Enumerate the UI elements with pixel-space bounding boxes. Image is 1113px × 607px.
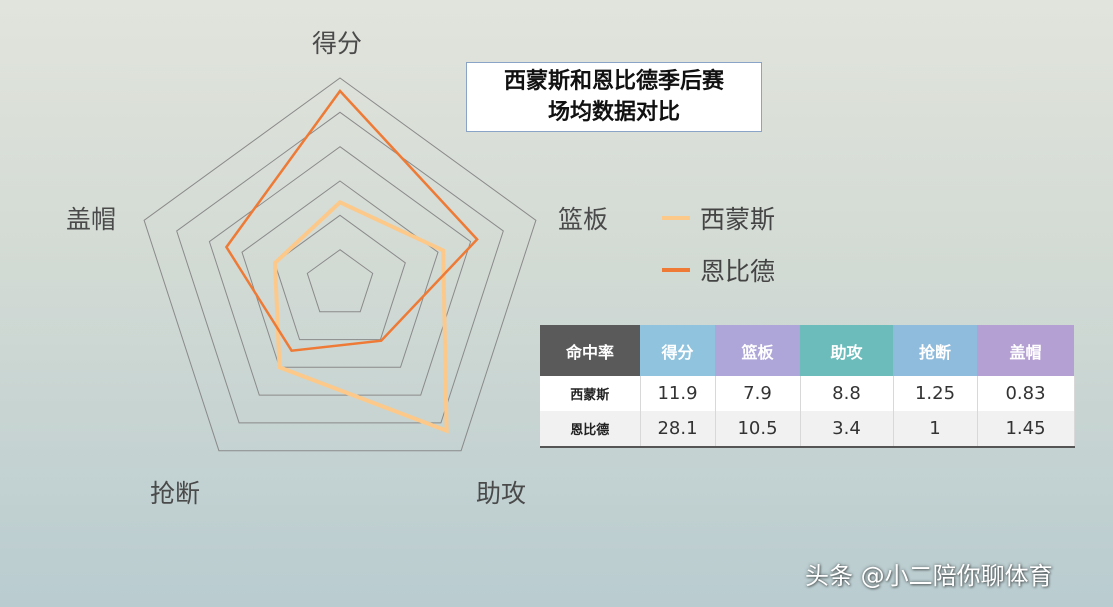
chart-title-line-2: 场均数据对比 — [547, 99, 680, 125]
radar-series-embiid — [224, 89, 479, 353]
radar-grid-ring — [306, 249, 374, 313]
table-cell: 3.4 — [800, 411, 894, 448]
table-header-rebounds: 篮板 — [715, 325, 800, 376]
legend-swatch-simmons — [662, 216, 690, 220]
table-header-steals: 抢断 — [893, 325, 977, 376]
radar-grid-ring — [176, 111, 504, 424]
table-cell: 0.83 — [977, 376, 1075, 411]
legend-label-simmons: 西蒙斯 — [700, 205, 776, 234]
watermark: 头条 @小二陪你聊体育 — [805, 562, 1053, 590]
table-corner-header: 命中率 — [540, 325, 640, 376]
axis-label-rebounds: 篮板 — [558, 205, 609, 234]
radar-grid-ring — [208, 146, 472, 396]
table-cell: 8.8 — [800, 376, 894, 411]
table-cell: 1 — [893, 411, 978, 448]
table-header-blocks: 盖帽 — [977, 325, 1074, 376]
axis-label-assists: 助攻 — [476, 479, 527, 508]
table-header-row: 命中率 得分 篮板 助攻 抢断 盖帽 — [540, 325, 1074, 376]
chart-title-line-1: 西蒙斯和恩比德季后赛 — [503, 68, 724, 94]
legend-swatch-embiid — [662, 268, 690, 272]
table-header-points: 得分 — [640, 325, 715, 376]
chart-title: 西蒙斯和恩比德季后赛 场均数据对比 — [466, 62, 762, 132]
table-header-assists: 助攻 — [800, 325, 893, 376]
table-cell: 7.9 — [715, 376, 801, 411]
legend-item-embiid: 恩比德 — [662, 244, 775, 296]
table-row-name: 恩比德 — [540, 411, 641, 448]
radar-grid-ring — [274, 214, 406, 341]
table-cell: 1.25 — [893, 376, 978, 411]
chart-legend: 西蒙斯 恩比德 — [662, 192, 775, 296]
table-row-name: 西蒙斯 — [540, 376, 641, 411]
legend-label-embiid: 恩比德 — [700, 257, 776, 286]
legend-item-simmons: 西蒙斯 — [662, 192, 775, 244]
axis-label-points: 得分 — [312, 29, 363, 58]
table-row: 恩比德 28.1 10.5 3.4 1 1.45 — [540, 411, 1075, 448]
axis-label-blocks: 盖帽 — [66, 205, 117, 234]
table-cell: 1.45 — [977, 411, 1075, 448]
radar-series-simmons — [272, 199, 449, 434]
stats-table: 命中率 得分 篮板 助攻 抢断 盖帽 西蒙斯 11.9 7.9 8.8 1.25… — [540, 325, 1075, 448]
table-row: 西蒙斯 11.9 7.9 8.8 1.25 0.83 — [540, 376, 1075, 411]
axis-label-steals: 抢断 — [150, 479, 201, 508]
table-cell: 28.1 — [640, 411, 716, 448]
table-cell: 10.5 — [715, 411, 801, 448]
radar-grid-ring — [143, 77, 537, 452]
table-cell: 11.9 — [640, 376, 716, 411]
